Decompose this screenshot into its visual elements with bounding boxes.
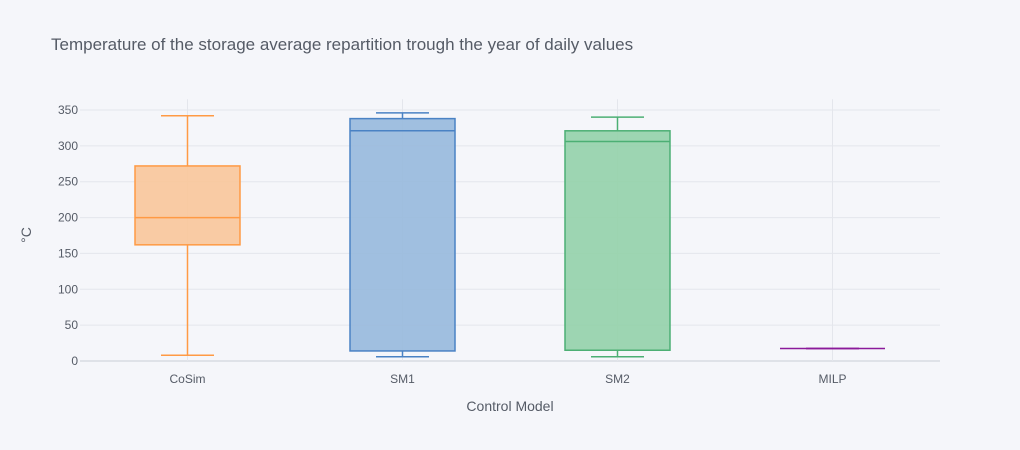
x-axis-ticks: CoSim SM1 SM2 MILP <box>169 372 846 386</box>
y-axis-title: °C <box>18 227 34 243</box>
box-group <box>564 116 671 358</box>
y-tick-label: 100 <box>58 282 78 296</box>
box-group <box>134 114 241 357</box>
y-tick-label: 300 <box>58 139 78 153</box>
y-tick-label: 0 <box>71 354 78 368</box>
y-tick-label: 350 <box>58 103 78 117</box>
y-axis-ticks: 0 50 100 150 200 250 300 350 <box>58 103 78 368</box>
iqr-box <box>564 130 671 351</box>
box-series <box>134 112 885 358</box>
y-tick-label: 250 <box>58 175 78 189</box>
x-tick-label: SM1 <box>390 372 415 386</box>
box-group <box>349 112 456 358</box>
x-tick-label: SM2 <box>605 372 630 386</box>
y-tick-label: 50 <box>65 318 79 332</box>
iqr-box <box>349 117 456 352</box>
x-axis-title: Control Model <box>466 398 553 414</box>
x-tick-label: MILP <box>818 372 846 386</box>
iqr-box <box>134 165 241 246</box>
chart-title: Temperature of the storage average repar… <box>51 35 633 54</box>
y-tick-label: 200 <box>58 211 78 225</box>
x-tick-label: CoSim <box>169 372 205 386</box>
y-tick-label: 150 <box>58 246 78 260</box>
